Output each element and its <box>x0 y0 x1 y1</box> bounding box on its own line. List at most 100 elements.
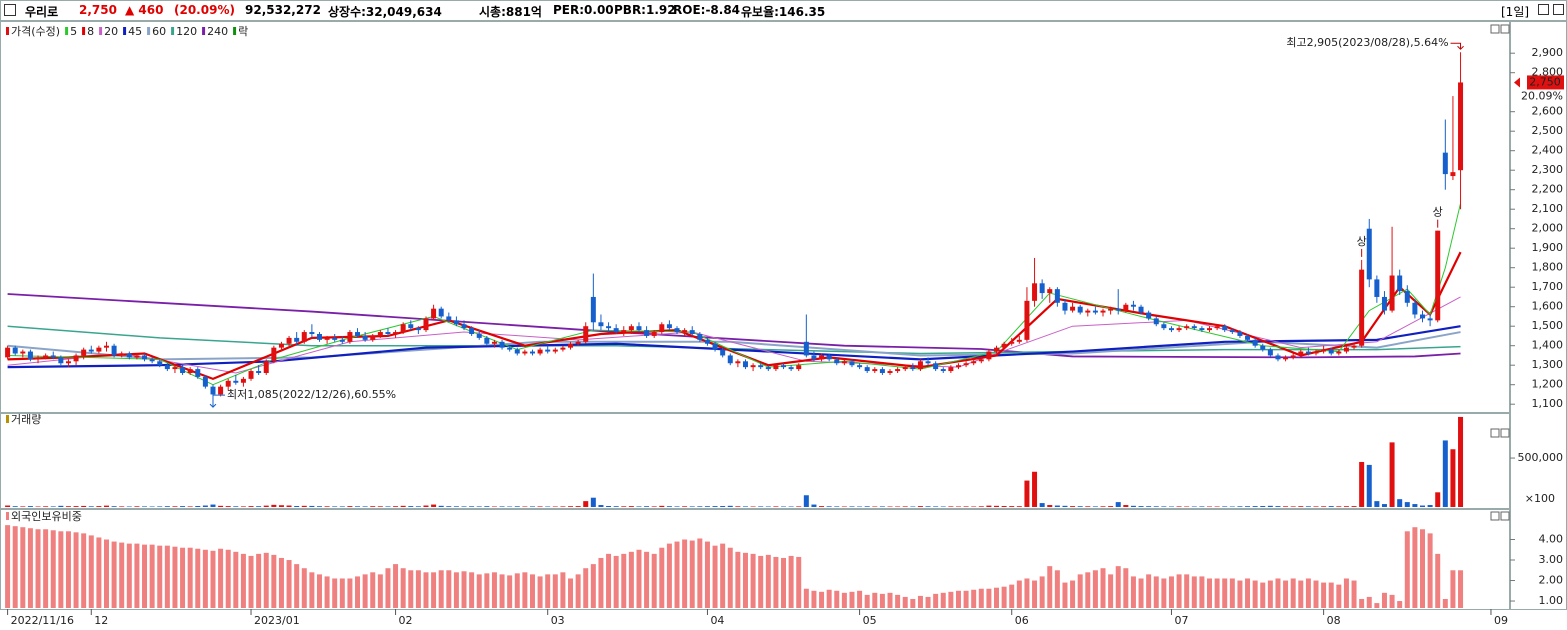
bar <box>1085 506 1091 507</box>
bar <box>1184 574 1190 608</box>
candle-body <box>263 361 269 373</box>
bar <box>1032 580 1038 608</box>
candle-body <box>666 324 672 329</box>
bar <box>210 504 216 507</box>
candle-body <box>1412 302 1418 315</box>
bar <box>1328 582 1334 608</box>
bar <box>1381 504 1387 507</box>
bar <box>1070 580 1076 608</box>
period[interactable]: [1일] <box>1501 5 1530 19</box>
candle-body <box>286 337 292 344</box>
bar <box>1237 506 1243 507</box>
candle-body <box>469 328 475 334</box>
x-tick-label: 02 <box>399 614 413 627</box>
candle-body <box>20 351 26 354</box>
ma-line <box>7 293 1461 359</box>
foreign-panel <box>0 509 1510 610</box>
bar <box>613 555 619 608</box>
bar <box>408 506 414 507</box>
bar <box>742 552 748 608</box>
bar <box>324 576 330 608</box>
bar <box>1290 506 1296 507</box>
bar <box>590 564 596 608</box>
bar <box>917 595 923 608</box>
candle-body <box>1085 310 1091 313</box>
bar <box>666 543 672 608</box>
change-label: 20.09% <box>1521 89 1563 102</box>
bar <box>1176 574 1182 608</box>
bar <box>651 553 657 608</box>
bar <box>103 505 109 507</box>
bar <box>1153 576 1159 608</box>
candle-body <box>202 376 208 387</box>
bar <box>142 544 148 608</box>
bar <box>529 506 535 507</box>
bar <box>43 529 49 608</box>
legend-marker <box>6 415 9 423</box>
candle-body <box>400 324 406 333</box>
x-tick-label: 05 <box>863 614 877 627</box>
panel-button[interactable] <box>1500 24 1510 34</box>
candle-body <box>1427 318 1433 321</box>
bar <box>431 504 437 507</box>
bar <box>1130 576 1136 608</box>
candle-body <box>271 347 277 362</box>
y-tick-label: 2,300 <box>1532 163 1564 176</box>
bar <box>263 552 269 608</box>
bar <box>529 574 535 608</box>
bar <box>628 551 634 608</box>
bar <box>119 506 125 507</box>
bar <box>948 506 954 507</box>
candle-body <box>5 347 11 358</box>
bar <box>1427 533 1433 608</box>
bar <box>1130 505 1136 507</box>
bar <box>20 527 26 608</box>
window-button[interactable] <box>1538 4 1549 15</box>
bar <box>1176 506 1182 507</box>
panel-button[interactable] <box>1490 24 1500 34</box>
bar <box>948 591 954 608</box>
bar <box>218 548 224 608</box>
panel-button[interactable] <box>1500 428 1510 438</box>
candle-body <box>826 355 832 360</box>
candle-body <box>796 365 802 370</box>
legend-marker <box>65 27 69 35</box>
candle-body <box>499 341 505 348</box>
bar <box>1252 580 1258 608</box>
bar <box>887 592 893 608</box>
bar <box>210 550 216 608</box>
bar <box>438 505 444 507</box>
panel-button[interactable] <box>1500 511 1510 521</box>
bar <box>355 506 361 507</box>
y-tick-label: 4.00 <box>1539 533 1564 546</box>
bar <box>347 506 353 507</box>
candle-body <box>697 334 703 340</box>
bar <box>1305 578 1311 608</box>
bar <box>773 506 779 507</box>
bar <box>1336 506 1342 507</box>
panel-button[interactable] <box>1490 511 1500 521</box>
candle-body <box>438 308 444 317</box>
candle-body <box>575 341 581 344</box>
bar <box>446 570 452 608</box>
candle-body <box>347 332 353 342</box>
candle-body <box>50 355 56 358</box>
candle-body <box>1442 152 1448 175</box>
window-button[interactable] <box>1553 4 1564 15</box>
bar <box>1070 506 1076 507</box>
bar <box>431 572 437 608</box>
checkbox[interactable] <box>4 4 16 16</box>
bar <box>225 549 231 608</box>
bar <box>12 526 18 608</box>
x-tick-label: 07 <box>1174 614 1188 627</box>
bar <box>1374 603 1380 608</box>
candle-body <box>1130 304 1136 307</box>
bar <box>1420 529 1426 608</box>
candle-body <box>651 332 657 336</box>
candle-body <box>674 328 680 333</box>
pbr: PBR:1.92 <box>614 3 676 17</box>
candle-body <box>773 365 779 370</box>
candle-body <box>872 369 878 372</box>
bar <box>438 570 444 608</box>
panel-button[interactable] <box>1490 428 1500 438</box>
